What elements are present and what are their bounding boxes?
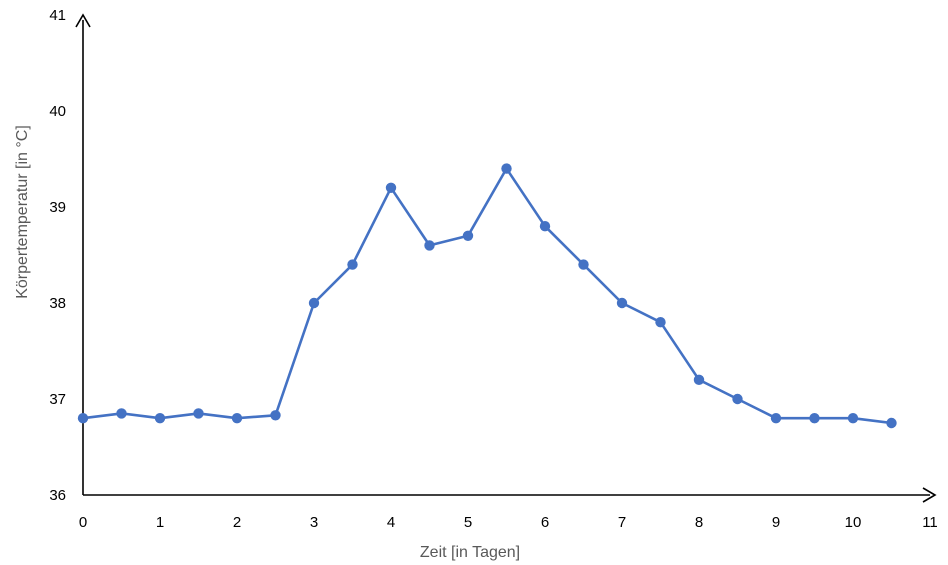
series-line	[82, 167, 892, 425]
data-point	[539, 221, 551, 232]
data-point	[578, 259, 589, 270]
x-tick-label: 2	[233, 514, 241, 531]
y-tick-label: 38	[49, 295, 66, 312]
data-point	[847, 413, 859, 424]
data-point	[77, 413, 89, 424]
data-point	[616, 297, 628, 309]
data-point	[308, 297, 320, 309]
x-tick-label: 5	[464, 514, 472, 531]
y-axis-title: Körpertemperatur [in °C]	[14, 125, 31, 299]
data-point	[116, 408, 127, 419]
x-tick-labels: 0 1 2 3 4 5 6 7 8 9 10 11	[79, 514, 938, 531]
data-point	[693, 374, 705, 385]
y-tick-label: 40	[49, 103, 66, 120]
data-point	[770, 413, 782, 424]
data-point	[270, 410, 281, 421]
series-layer	[77, 163, 897, 429]
x-tick-label: 6	[541, 514, 549, 531]
data-point	[231, 413, 243, 424]
data-point	[732, 393, 743, 405]
y-tick-label: 41	[49, 7, 66, 24]
x-tick-label: 0	[79, 514, 87, 531]
y-tick-label: 36	[49, 487, 66, 504]
data-point	[154, 413, 166, 424]
data-point	[886, 417, 897, 429]
data-point	[655, 317, 666, 328]
data-point	[462, 230, 474, 241]
data-point	[193, 408, 204, 419]
axes	[75, 13, 937, 503]
data-point	[809, 413, 820, 424]
x-axis-arrow	[922, 487, 937, 503]
x-axis-title: Zeit [in Tagen]	[420, 544, 520, 561]
x-tick-label: 8	[695, 514, 703, 531]
x-tick-label: 3	[310, 514, 318, 531]
y-tick-label: 37	[49, 391, 66, 408]
y-tick-labels: 36 37 38 39 40 41	[49, 7, 66, 504]
x-tick-label: 7	[618, 514, 626, 531]
x-tick-label: 4	[387, 514, 395, 531]
x-tick-label: 10	[845, 514, 862, 531]
x-tick-label: 1	[156, 514, 164, 531]
y-tick-label: 39	[49, 199, 66, 216]
x-tick-label: 11	[922, 514, 938, 531]
x-tick-label: 9	[772, 514, 780, 531]
data-point	[424, 240, 435, 251]
data-point	[501, 163, 512, 174]
data-point	[385, 182, 397, 193]
data-point	[347, 259, 358, 270]
y-axis-arrow	[75, 13, 91, 28]
